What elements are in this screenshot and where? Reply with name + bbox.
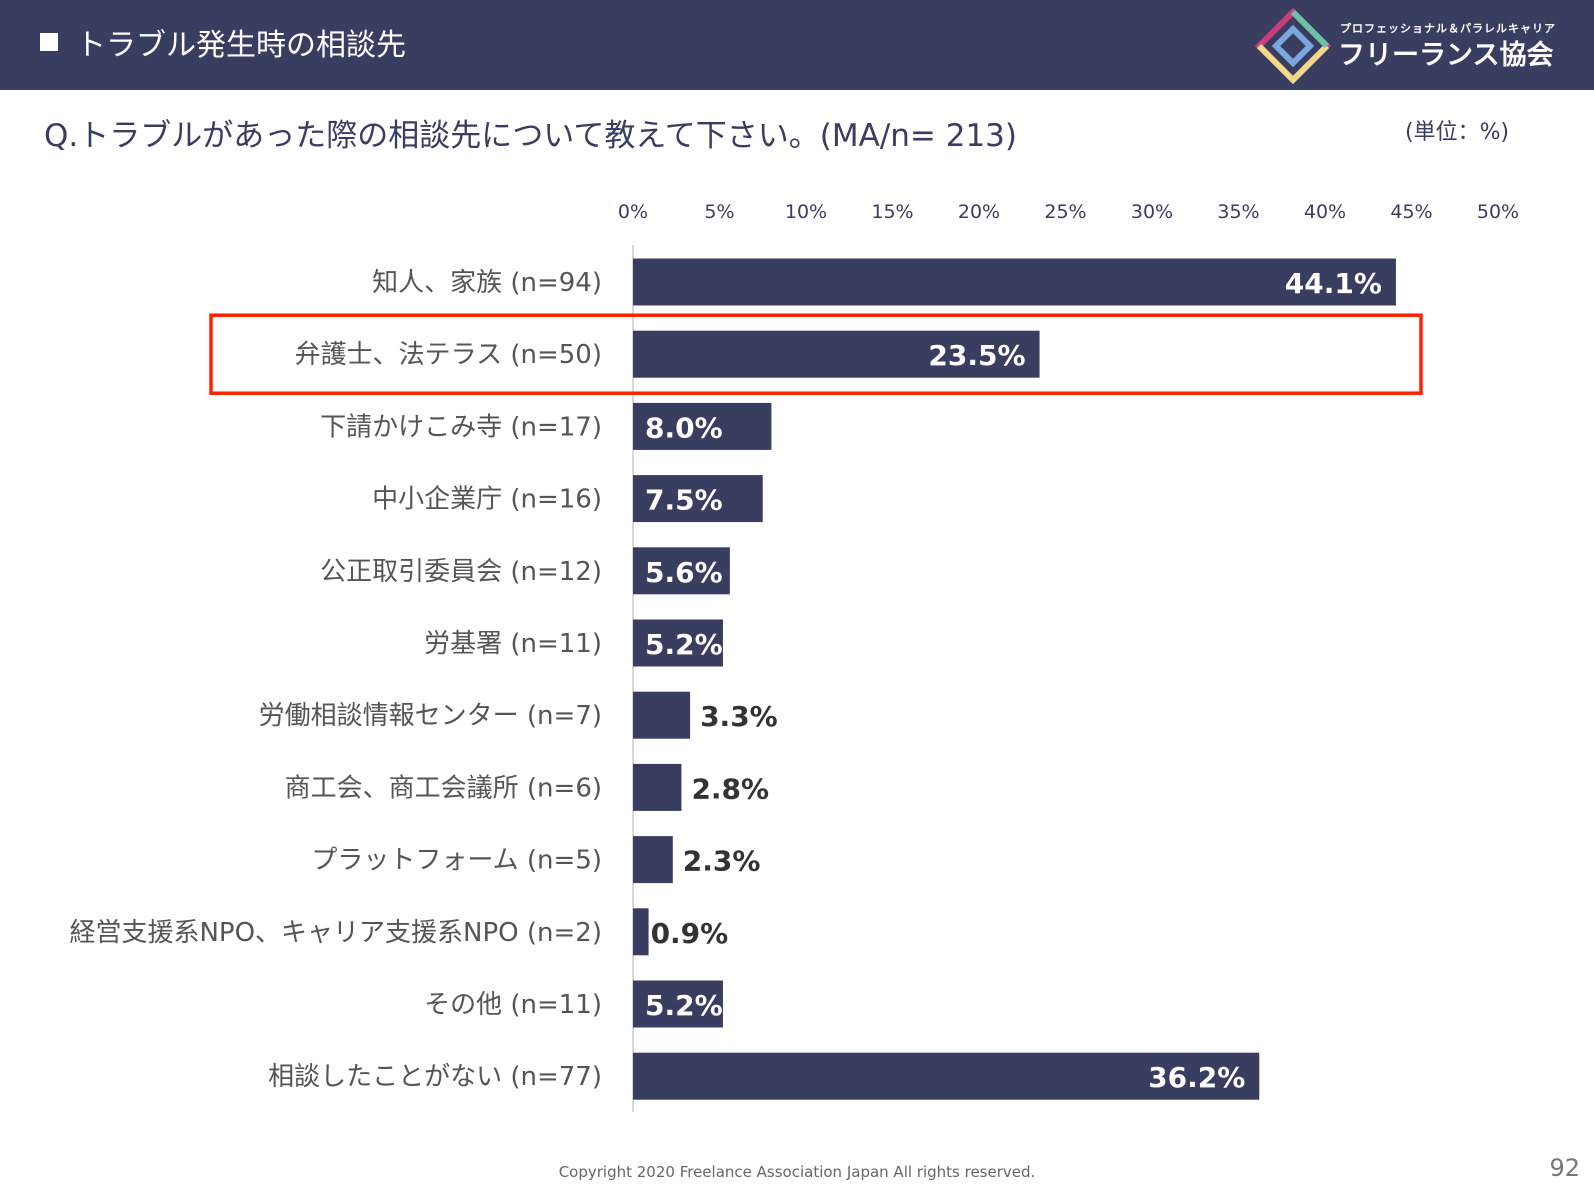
square-bullet-icon [40, 33, 58, 51]
bar [633, 547, 730, 595]
data-label: 5.2% [645, 628, 723, 661]
bar [633, 258, 1396, 306]
highlight-box [209, 313, 1423, 395]
data-label: 36.2% [1148, 1061, 1245, 1094]
logo-tagline: プロフェッショナル＆パラレルキャリア [1340, 22, 1556, 35]
category-label: 労基署 (n=11) [424, 629, 602, 659]
category-label: 経営支援系NPO、キャリア支援系NPO (n=2) [69, 918, 602, 948]
slide-title-text: トラブル発生時の相談先 [76, 28, 406, 63]
bar [633, 1052, 1260, 1100]
data-label: 44.1% [1285, 267, 1382, 300]
bar [633, 330, 1040, 378]
unit-label: (単位：%) [1405, 120, 1510, 145]
data-label: 2.3% [683, 845, 761, 878]
x-tick-label: 50% [1477, 201, 1519, 223]
bar [633, 475, 763, 523]
header-bar: トラブル発生時の相談先 プロフェッショナル＆パラレルキャリア フリーランス協会 [0, 0, 1594, 90]
logo-name: フリーランス協会 [1338, 40, 1554, 71]
x-tick-label: 25% [1044, 201, 1086, 223]
data-label: 0.9% [651, 917, 729, 950]
data-label: 7.5% [645, 484, 723, 517]
x-tick-label: 45% [1390, 201, 1432, 223]
x-tick-label: 30% [1131, 201, 1173, 223]
data-label: 23.5% [928, 339, 1025, 372]
x-tick-label: 35% [1217, 201, 1259, 223]
category-label: 知人、家族 (n=94) [372, 268, 602, 298]
x-tick-label: 15% [871, 201, 913, 223]
category-label: プラットフォーム (n=5) [311, 846, 602, 876]
category-label: 弁護士、法テラス (n=50) [295, 340, 602, 370]
bar [633, 691, 691, 739]
bar-chart: 0% 5% 10% 15% 20% 25% 30% 35% 40% 45% 50% 知人、家族 (n=… [69, 201, 1519, 1112]
bar [633, 908, 649, 956]
slide-title: トラブル発生時の相談先 [40, 20, 406, 64]
bar [633, 763, 682, 811]
copyright: Copyright 2020 Freelance Association Jap… [558, 1163, 1036, 1181]
data-label: 3.3% [700, 700, 778, 733]
category-label: 公正取引委員会 (n=12) [320, 557, 602, 587]
logo-mark-icon [1255, 8, 1331, 84]
page-number: 92 [1549, 1154, 1580, 1182]
data-label: 8.0% [645, 411, 723, 444]
category-label: 下請かけこみ寺 (n=17) [320, 412, 602, 442]
data-label: 5.6% [645, 556, 723, 589]
question-text: Q.トラブルがあった際の相談先について教えて下さい。(MA/n= 213) [44, 118, 1018, 154]
x-tick-label: 20% [958, 201, 1000, 223]
x-tick-label: 40% [1304, 201, 1346, 223]
x-tick-label: 10% [785, 201, 827, 223]
data-label: 5.2% [645, 989, 723, 1022]
category-label: その他 (n=11) [424, 990, 602, 1020]
bar [633, 402, 772, 450]
category-label: 相談したことがない (n=77) [268, 1062, 602, 1092]
category-label: 中小企業庁 (n=16) [372, 485, 602, 515]
bar [633, 619, 723, 667]
bar [633, 836, 673, 884]
category-label: 労働相談情報センター (n=7) [259, 701, 602, 731]
x-tick-label: 5% [704, 201, 734, 223]
category-label: 商工会、商工会議所 (n=6) [285, 773, 602, 803]
x-tick-label: 0% [618, 201, 648, 223]
bar [633, 980, 723, 1028]
data-label: 2.8% [691, 772, 769, 805]
